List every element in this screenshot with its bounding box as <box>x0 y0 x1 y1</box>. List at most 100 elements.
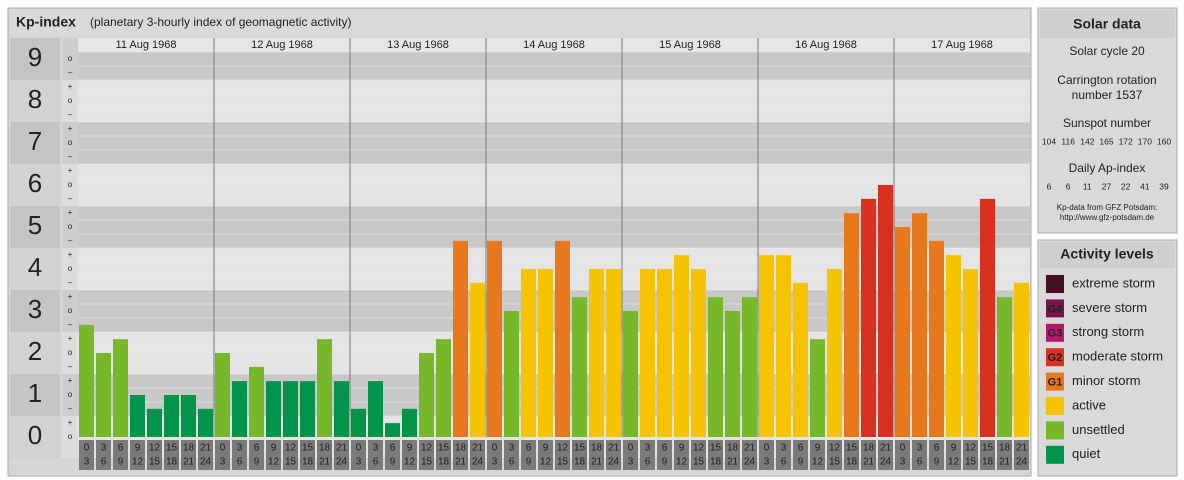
hour-label: 18 <box>846 457 858 468</box>
hour-cell <box>708 440 723 470</box>
hour-label: 12 <box>285 443 297 454</box>
hour-label: 18 <box>591 443 603 454</box>
hour-label: 9 <box>679 443 685 454</box>
hour-label: 24 <box>200 457 212 468</box>
solar-cycle: Solar cycle 20 <box>1069 44 1145 58</box>
hour-label: 18 <box>455 443 467 454</box>
hour-cell <box>215 440 230 470</box>
legend-header <box>1040 242 1175 268</box>
sunspot-numbers: 116 <box>1061 136 1075 146</box>
hour-label: 15 <box>149 457 161 468</box>
hour-cell <box>317 440 332 470</box>
hour-cell <box>691 440 706 470</box>
carrington: Carrington rotation <box>1057 73 1156 87</box>
hour-label: 0 <box>220 443 226 454</box>
sunspot-numbers: 170 <box>1138 136 1152 146</box>
bar <box>232 381 247 437</box>
source: http://www.gfz-potsdam.de <box>1060 213 1155 222</box>
hour-cell <box>232 440 247 470</box>
hour-label: 9 <box>135 443 141 454</box>
hour-cell <box>504 440 519 470</box>
hour-label: 12 <box>829 443 841 454</box>
minor-tick-label: + <box>68 292 73 301</box>
label-band <box>10 38 60 80</box>
hour-label: 21 <box>472 443 484 454</box>
bar <box>657 269 672 437</box>
hour-cell <box>929 440 944 470</box>
hour-cell <box>1014 440 1029 470</box>
hour-label: 15 <box>557 457 569 468</box>
hour-label: 0 <box>764 443 770 454</box>
hour-label: 3 <box>220 457 226 468</box>
hour-label: 0 <box>356 443 362 454</box>
legend-swatch <box>1046 275 1064 293</box>
bar <box>980 198 995 437</box>
hour-cell <box>776 440 791 470</box>
hour-label: 18 <box>574 457 586 468</box>
minor-tick-label: – <box>68 110 73 119</box>
bar <box>130 395 145 437</box>
hour-cell <box>572 440 587 470</box>
hour-label: 21 <box>1016 443 1028 454</box>
plot: 0 o +1 – o +2 – o +3 – o +4 – o +5 – o +6 – o +7 – o +8 – o +9 – o 11… <box>10 38 1030 470</box>
bar <box>436 339 451 437</box>
hour-cell <box>351 440 366 470</box>
day-label: 12 Aug 1968 <box>251 39 313 51</box>
bar <box>912 213 927 437</box>
legend-swatch <box>1046 323 1064 342</box>
ap-index: 41 <box>1140 181 1150 191</box>
legend-swatch <box>1046 299 1064 318</box>
ap-index: 22 <box>1121 181 1131 191</box>
hour-cell <box>113 440 128 470</box>
label-band <box>10 122 60 164</box>
minor-tick-label: – <box>68 152 73 161</box>
hour-label: 12 <box>540 457 552 468</box>
hour-label: 6 <box>390 443 396 454</box>
hour-label: 3 <box>237 443 243 454</box>
legend-swatch <box>1046 372 1064 391</box>
hour-label: 15 <box>693 457 705 468</box>
hour-label: 21 <box>999 457 1011 468</box>
hour-label: 6 <box>934 443 940 454</box>
day-header <box>78 38 1030 52</box>
bar <box>402 408 417 437</box>
bar <box>96 353 111 437</box>
legend-title: Activity levels <box>1060 246 1154 262</box>
bar <box>521 269 536 437</box>
grid-band <box>78 122 1030 164</box>
ap-index: 27 <box>1102 181 1112 191</box>
minor-tick-label: – <box>68 362 73 371</box>
title-bar <box>10 10 1029 36</box>
hour-label: 0 <box>84 443 90 454</box>
hour-cell <box>963 440 978 470</box>
hour-label: 21 <box>183 457 195 468</box>
minor-tick-label: o <box>68 222 73 231</box>
hour-label: 3 <box>781 443 787 454</box>
bar <box>113 339 128 437</box>
hour-label: 15 <box>421 457 433 468</box>
minor-tick-label: – <box>68 236 73 245</box>
hour-cell <box>997 440 1012 470</box>
minor-tick-label: + <box>68 250 73 259</box>
bar <box>674 255 689 437</box>
hour-label: 18 <box>319 443 331 454</box>
hour-cell <box>606 440 621 470</box>
hour-label: 15 <box>829 457 841 468</box>
hour-label: 15 <box>285 457 297 468</box>
sunspot-numbers: 160 <box>1157 136 1171 146</box>
bar <box>181 395 196 437</box>
hour-cell <box>453 440 468 470</box>
y-tick-label: 1 <box>28 378 42 408</box>
hour-label: 9 <box>543 443 549 454</box>
minor-tick-label: + <box>68 334 73 343</box>
hour-label: 3 <box>356 457 362 468</box>
y-tick-label: 8 <box>28 84 42 114</box>
hour-label: 6 <box>373 457 379 468</box>
label-band <box>10 164 60 206</box>
minor-tick-label: o <box>68 390 73 399</box>
hour-cell <box>249 440 264 470</box>
bar <box>878 185 893 437</box>
hour-label: 6 <box>118 443 124 454</box>
hour-label: 18 <box>166 457 178 468</box>
hour-label: 24 <box>608 457 620 468</box>
